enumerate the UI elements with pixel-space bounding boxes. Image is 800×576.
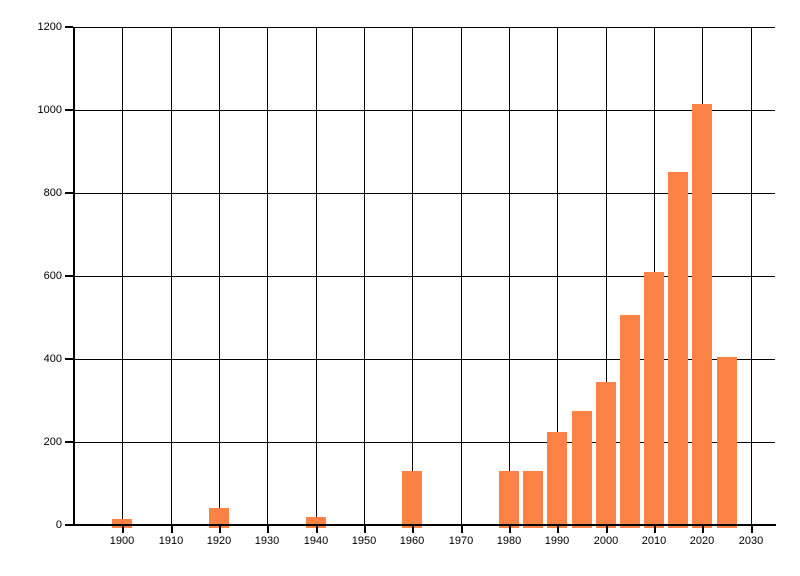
bar <box>209 508 229 528</box>
v-gridline <box>509 27 510 525</box>
v-gridline <box>267 27 268 525</box>
x-axis-tick <box>751 526 753 533</box>
x-tick-label: 1980 <box>496 535 522 547</box>
bar <box>572 411 592 528</box>
v-gridline <box>316 27 317 525</box>
x-axis-tick <box>219 526 221 533</box>
y-tick-label: 600 <box>43 270 62 282</box>
v-gridline <box>122 27 123 525</box>
bar <box>523 471 543 528</box>
y-axis-tick <box>65 524 73 526</box>
x-axis-tick <box>364 526 366 533</box>
v-gridline <box>171 27 172 525</box>
x-tick-label: 1900 <box>109 535 135 547</box>
bar <box>499 471 519 528</box>
x-tick-label: 1910 <box>158 535 184 547</box>
y-axis-line <box>73 27 75 526</box>
bar <box>717 357 737 528</box>
x-tick-label: 1950 <box>351 535 377 547</box>
x-tick-label: 1990 <box>544 535 570 547</box>
h-gridline <box>74 193 775 194</box>
y-tick-label: 200 <box>43 436 62 448</box>
h-gridline <box>74 442 775 443</box>
v-gridline <box>751 27 752 525</box>
x-axis-tick <box>316 526 318 533</box>
bar <box>644 272 664 528</box>
x-tick-label: 2020 <box>689 535 715 547</box>
bar <box>112 519 132 528</box>
y-axis-tick <box>65 275 73 277</box>
y-tick-label: 800 <box>43 187 62 199</box>
x-axis-tick <box>557 526 559 533</box>
bar <box>402 471 422 528</box>
x-axis-tick <box>171 526 173 533</box>
bar <box>620 315 640 528</box>
v-gridline <box>364 27 365 525</box>
bar <box>668 172 688 528</box>
v-gridline <box>412 27 413 525</box>
x-axis-tick <box>461 526 463 533</box>
x-tick-label: 2000 <box>593 535 619 547</box>
h-gridline <box>74 359 775 360</box>
bar <box>692 104 712 528</box>
x-axis-line <box>73 524 776 526</box>
x-axis-tick <box>654 526 656 533</box>
h-gridline <box>74 110 775 111</box>
y-axis-tick <box>65 441 73 443</box>
x-tick-label: 2010 <box>641 535 667 547</box>
v-gridline <box>219 27 220 525</box>
x-axis-tick <box>412 526 414 533</box>
x-axis-tick <box>267 526 269 533</box>
x-tick-label: 1930 <box>254 535 280 547</box>
y-tick-label: 1000 <box>37 104 62 116</box>
bar <box>547 432 567 528</box>
y-tick-label: 1200 <box>37 21 62 33</box>
x-tick-label: 1970 <box>448 535 474 547</box>
v-gridline <box>461 27 462 525</box>
x-tick-label: 2030 <box>738 535 764 547</box>
h-gridline <box>74 276 775 277</box>
x-axis-tick <box>122 526 124 533</box>
v-gridline <box>606 27 607 525</box>
bar <box>306 517 326 528</box>
y-tick-label: 400 <box>43 353 62 365</box>
y-axis-tick <box>65 192 73 194</box>
y-axis-tick <box>65 358 73 360</box>
y-axis-tick <box>65 109 73 111</box>
x-tick-label: 1920 <box>206 535 232 547</box>
y-axis-tick <box>65 26 73 28</box>
bar <box>596 382 616 528</box>
h-gridline <box>74 27 775 28</box>
v-gridline <box>557 27 558 525</box>
x-tick-label: 1940 <box>303 535 329 547</box>
x-axis-tick <box>702 526 704 533</box>
y-tick-label: 0 <box>55 519 62 531</box>
x-axis-tick <box>509 526 511 533</box>
x-axis-tick <box>606 526 608 533</box>
x-tick-label: 1960 <box>399 535 425 547</box>
